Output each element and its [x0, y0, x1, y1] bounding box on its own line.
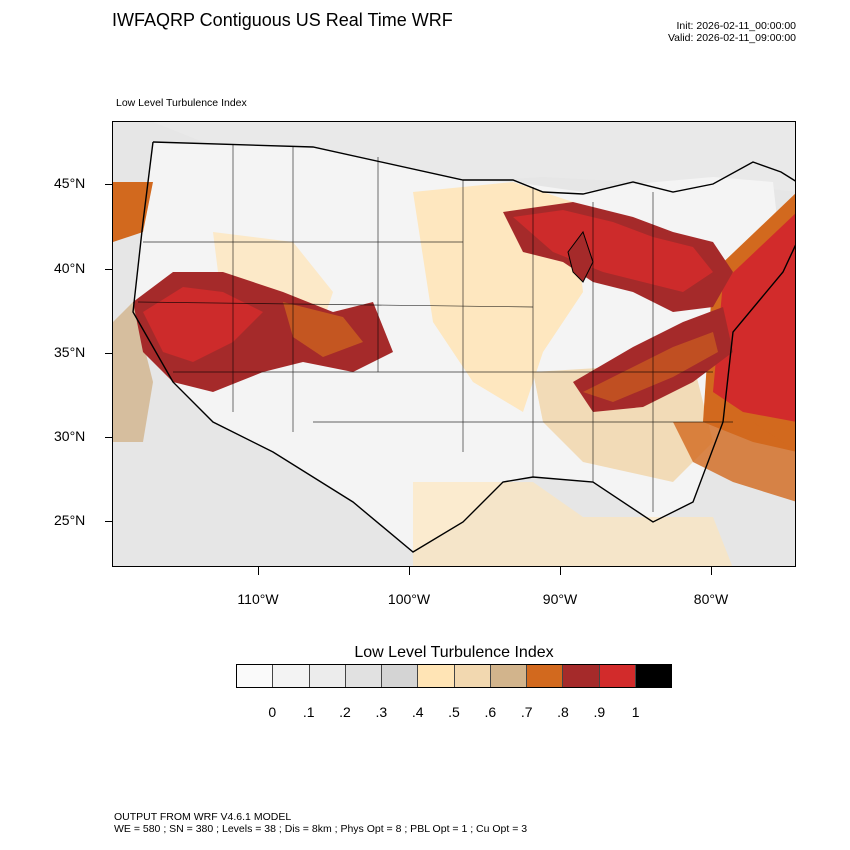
colorbar-swatch: [237, 665, 274, 687]
lon-label-110w: 110°W: [237, 591, 279, 607]
colorbar-swatch: [635, 665, 671, 687]
colorbar-swatch: [454, 665, 491, 687]
lon-tick: [560, 567, 561, 575]
lat-label-30: 30°N: [54, 428, 86, 444]
lon-label-100w: 100°W: [387, 591, 431, 607]
lat-tick: [105, 437, 112, 438]
colorbar-swatch: [309, 665, 346, 687]
model-info-line2: WE = 580 ; SN = 380 ; Levels = 38 ; Dis …: [114, 823, 528, 835]
colorbar-tick-label: .4: [411, 704, 424, 720]
colorbar-swatch: [563, 665, 600, 687]
lat-tick: [105, 521, 112, 522]
model-info: OUTPUT FROM WRF V4.6.1 MODEL WE = 580 ; …: [114, 811, 527, 835]
colorbar-swatch: [527, 665, 564, 687]
valid-time: Valid: 2026-02-11_09:00:00: [667, 32, 796, 44]
lon-tick: [409, 567, 410, 575]
colorbar: [236, 664, 672, 688]
colorbar-tick-label: .2: [339, 704, 351, 720]
lat-tick: [105, 353, 112, 354]
colorbar-tick-label: .8: [557, 704, 569, 720]
lat-label-25: 25°N: [54, 512, 86, 528]
lat-tick: [105, 184, 112, 185]
colorbar-title: Low Level Turbulence Index: [354, 644, 554, 661]
colorbar-swatch: [418, 665, 455, 687]
colorbar-swatch: [599, 665, 636, 687]
turbulence-map: [112, 121, 796, 567]
init-time: Init: 2026-02-11_00:00:00: [676, 20, 796, 32]
init-valid-times: Init: 2026-02-11_00:00:00 Valid: 2026-02…: [668, 20, 796, 44]
colorbar-tick-label: .9: [593, 704, 606, 720]
map-canvas: [113, 122, 795, 566]
colorbar-tick-label: .5: [448, 704, 460, 720]
colorbar-swatch: [345, 665, 382, 687]
colorbar-tick-label: 0: [268, 704, 277, 720]
plot-title: IWFAQRP Contiguous US Real Time WRF: [112, 10, 453, 30]
colorbar-tick-label: .7: [520, 704, 533, 720]
lon-tick: [258, 567, 259, 575]
lat-label-35: 35°N: [54, 344, 86, 360]
colorbar-swatch: [273, 665, 310, 687]
colorbar-tick-label: .6: [484, 704, 497, 720]
lon-label-80w: 80°W: [693, 591, 729, 607]
colorbar-tick-label: 1: [631, 704, 640, 720]
colorbar-swatch: [490, 665, 527, 687]
colorbar-tick-label: .1: [302, 704, 315, 720]
colorbar-swatch: [382, 665, 419, 687]
colorbar-tick-label: .3: [375, 704, 388, 720]
lat-tick: [105, 269, 112, 270]
lat-label-45: 45°N: [54, 175, 86, 191]
model-info-line1: OUTPUT FROM WRF V4.6.1 MODEL: [114, 811, 292, 823]
lat-label-40: 40°N: [54, 260, 86, 276]
lon-tick: [711, 567, 712, 575]
map-field-label: Low Level Turbulence Index: [116, 97, 247, 109]
lon-label-90w: 90°W: [542, 591, 578, 607]
